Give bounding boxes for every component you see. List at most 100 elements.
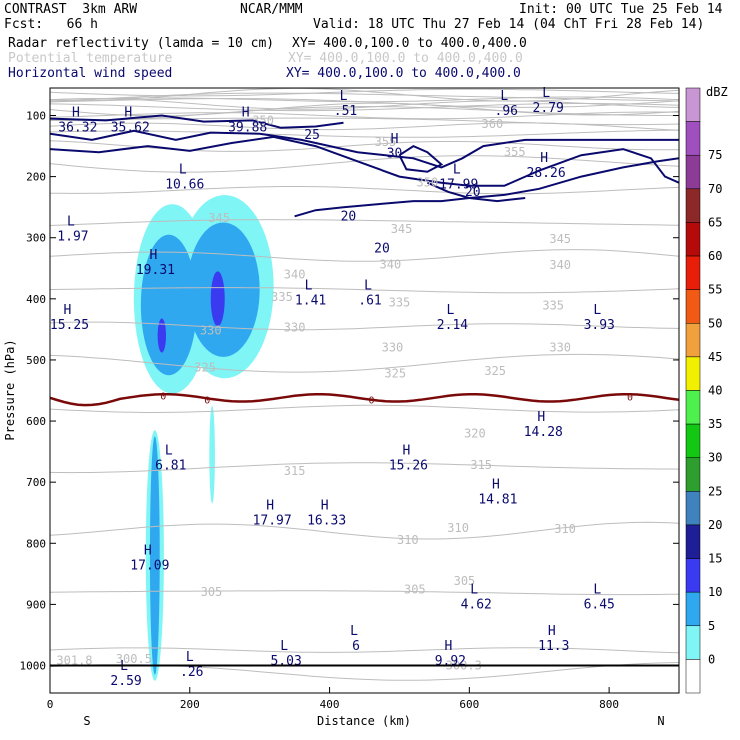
extremum-value-13: .61 bbox=[358, 294, 381, 309]
colorbar-swatch-10 bbox=[685, 423, 701, 458]
extremum-value-25: 6.45 bbox=[584, 597, 615, 612]
extremum-letter-2: H bbox=[242, 106, 250, 121]
colorbar-swatch-0 bbox=[685, 87, 701, 122]
extremum-value-29: 9.92 bbox=[435, 654, 466, 669]
extremum-value-9: 17.99 bbox=[439, 178, 478, 193]
extremum-letter-25: L bbox=[593, 582, 601, 597]
colorbar-swatch-5 bbox=[685, 255, 701, 290]
reflectivity-cell-2 bbox=[140, 234, 197, 376]
valid-time: Valid: 18 UTC Thu 27 Feb 14 (04 ChT Fri … bbox=[313, 17, 705, 32]
plot-frame bbox=[49, 87, 680, 694]
colorbar-swatch-6 bbox=[685, 289, 701, 324]
field-xy-wind: XY= 400.0,100.0 to 400.0,400.0 bbox=[286, 66, 521, 81]
extremum-letter-12: L bbox=[305, 279, 313, 294]
colorbar-swatch-13 bbox=[685, 524, 701, 559]
x-tick-label-2: 400 bbox=[320, 698, 340, 711]
theta-label-25: 310 bbox=[447, 521, 469, 535]
model-title: CONTRAST 3km ARW bbox=[4, 2, 138, 17]
theta-contour-4 bbox=[50, 98, 679, 108]
x-tick-label-4: 800 bbox=[599, 698, 619, 711]
colorbar-swatch-15 bbox=[685, 591, 701, 627]
theta-label-20: 325 bbox=[484, 364, 506, 378]
colorbar-label-6: 30 bbox=[708, 451, 722, 465]
theta-label-12: 335 bbox=[389, 296, 411, 310]
x-axis-label: Distance (km) bbox=[317, 714, 411, 728]
reflectivity-cell-4 bbox=[157, 318, 167, 353]
forecast-hour: Fcst: 66 h bbox=[4, 17, 98, 32]
extremum-value-30: .26 bbox=[180, 665, 203, 680]
theta-label-29: 305 bbox=[454, 574, 476, 588]
colorbar-label-9: 45 bbox=[708, 350, 722, 364]
colorbar-swatch-11 bbox=[685, 457, 701, 492]
extremum-value-0: 36.32 bbox=[58, 121, 97, 136]
colorbar-label-1: 5 bbox=[708, 619, 715, 633]
field-name-reflectivity: Radar reflectivity (lamda = 10 cm) bbox=[8, 36, 275, 51]
extremum-value-31: 2.59 bbox=[110, 674, 141, 689]
colorbar-swatch-12 bbox=[685, 491, 701, 526]
theta-label-7: 345 bbox=[549, 232, 571, 246]
extremum-value-24: 4.62 bbox=[461, 597, 492, 612]
y-tick-label-2: 300 bbox=[26, 232, 46, 245]
theta-label-8: 340 bbox=[284, 267, 306, 281]
y-tick-label-3: 400 bbox=[26, 293, 46, 306]
zero-label-0: 0 bbox=[160, 391, 166, 402]
zero-label-3: 0 bbox=[627, 393, 633, 404]
field-name-wind: Horizontal wind speed bbox=[8, 66, 173, 81]
zero-label-2: 0 bbox=[368, 396, 374, 407]
x-tick-label-0: 0 bbox=[47, 698, 54, 711]
field-name-theta: Potential temperature bbox=[8, 51, 173, 66]
theta-label-3: 360 bbox=[482, 117, 504, 131]
wind-label-0: 25 bbox=[304, 128, 320, 143]
theta-label-21: 320 bbox=[464, 426, 486, 440]
field-xy-reflectivity: XY= 400.0,100.0 to 400.0,400.0 bbox=[292, 36, 527, 51]
reflectivity-cell-7 bbox=[149, 436, 160, 675]
extremum-letter-27: H bbox=[548, 624, 556, 639]
extremum-letter-21: H bbox=[266, 499, 274, 514]
colorbar-label-14: 70 bbox=[708, 182, 722, 196]
wind-contour-5 bbox=[426, 181, 526, 203]
extremum-value-14: 15.25 bbox=[50, 318, 89, 333]
theta-contour-0 bbox=[50, 88, 679, 97]
theta-contour-15 bbox=[50, 186, 679, 195]
zero-label-1: 0 bbox=[204, 396, 210, 407]
extremum-letter-5: L bbox=[542, 86, 550, 101]
x-tick-label-3: 600 bbox=[459, 698, 479, 711]
wind-label-4: 20 bbox=[374, 242, 390, 257]
extremum-letter-15: L bbox=[447, 303, 455, 318]
theta-contour-18 bbox=[50, 287, 679, 294]
extremum-letter-4: L bbox=[500, 89, 508, 104]
colorbar-label-7: 35 bbox=[708, 417, 722, 431]
colorbar-label-2: 10 bbox=[708, 585, 722, 599]
extremum-value-3: .51 bbox=[334, 104, 357, 119]
extremum-value-8: 28.26 bbox=[527, 166, 566, 181]
extremum-value-4: .96 bbox=[495, 104, 518, 119]
wind-contour-2 bbox=[50, 135, 679, 187]
x-tick-label-1: 200 bbox=[180, 698, 200, 711]
extremum-letter-14: H bbox=[64, 303, 72, 318]
colorbar-label-15: 75 bbox=[708, 148, 722, 162]
theta-label-14: 330 bbox=[200, 324, 222, 338]
extremum-letter-22: H bbox=[321, 499, 329, 514]
theta-label-19: 325 bbox=[384, 366, 406, 380]
extremum-value-28: 5.03 bbox=[270, 654, 301, 669]
theta-contour-layer bbox=[50, 88, 679, 681]
colorbar-label-5: 25 bbox=[708, 484, 722, 498]
extremum-letter-10: L bbox=[67, 215, 75, 230]
extremum-letter-20: H bbox=[492, 477, 500, 492]
extremum-letter-8: H bbox=[540, 151, 548, 166]
extremum-letter-29: H bbox=[444, 639, 452, 654]
colorbar-swatch-3 bbox=[685, 188, 701, 223]
theta-contour-13 bbox=[50, 140, 679, 152]
extremum-value-21: 17.97 bbox=[253, 514, 292, 529]
theta-contour-6 bbox=[50, 103, 679, 112]
theta-label-4: 350 bbox=[417, 176, 439, 190]
init-time: Init: 00 UTC Tue 25 Feb 14 bbox=[519, 2, 723, 17]
extremum-value-27: 11.3 bbox=[538, 639, 569, 654]
theta-label-10: 340 bbox=[549, 258, 571, 272]
colorbar-title: dBZ bbox=[706, 85, 728, 99]
extremum-value-23: 17.09 bbox=[130, 558, 169, 573]
extremum-value-11: 19.31 bbox=[136, 263, 175, 278]
extremum-letter-7: H bbox=[391, 132, 399, 147]
extremum-value-5: 2.79 bbox=[533, 101, 564, 116]
